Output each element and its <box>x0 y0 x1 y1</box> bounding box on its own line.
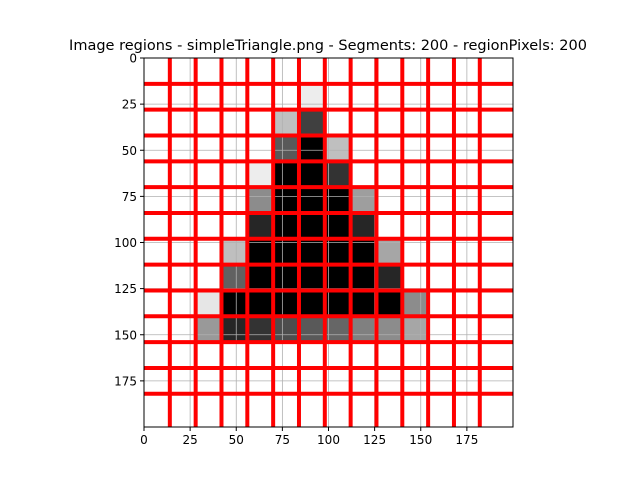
pixel-cell <box>247 187 274 213</box>
pixel-cell <box>376 264 403 291</box>
pixel-cell <box>298 212 325 239</box>
x-axis-ticks: 0 25 50 75 100 125 150 175 <box>140 427 478 447</box>
region-boundaries <box>144 58 513 427</box>
pixel-cell <box>247 264 274 291</box>
pixel-cell <box>324 212 351 239</box>
pixel-cell <box>350 212 377 239</box>
pixel-cell <box>247 316 274 343</box>
pixel-cell <box>324 135 351 162</box>
pixel-cell <box>350 316 377 343</box>
pixel-cell <box>298 316 325 343</box>
pixel-cell <box>298 109 325 136</box>
pixel-cell <box>273 290 299 317</box>
pixel-cell <box>247 238 274 265</box>
pixel-cell <box>298 83 325 110</box>
pixel-cell <box>376 316 403 343</box>
pixel-cell <box>273 187 299 213</box>
y-tick-label: 25 <box>122 98 137 112</box>
y-axis-ticks: 0 25 50 75 100 125 150 175 <box>114 52 144 388</box>
pixel-cell <box>376 290 403 317</box>
pixel-cell <box>221 290 248 317</box>
pixel-cell <box>298 290 325 317</box>
pixel-cell <box>195 316 222 343</box>
y-tick-label: 0 <box>129 52 137 66</box>
pixel-cell <box>273 264 299 291</box>
pixel-cell <box>273 316 299 343</box>
pixel-cell <box>376 238 403 265</box>
pixel-cell <box>298 187 325 213</box>
y-tick-label: 150 <box>114 328 137 342</box>
x-tick-label: 25 <box>182 433 197 447</box>
x-tick-label: 125 <box>363 433 386 447</box>
pixel-cell <box>350 264 377 291</box>
pixel-cell <box>350 187 377 213</box>
x-tick-label: 50 <box>229 433 244 447</box>
pixel-cell <box>298 264 325 291</box>
pixel-cell <box>324 187 351 213</box>
pixel-cell <box>247 161 274 188</box>
chart-title: Image regions - simpleTriangle.png - Seg… <box>69 38 587 54</box>
pixel-cell <box>350 290 377 317</box>
pixel-cell <box>298 135 325 162</box>
pixel-cell <box>324 290 351 317</box>
pixel-cells <box>195 83 429 343</box>
plot-area <box>143 57 514 428</box>
pixel-cell <box>324 238 351 265</box>
pixel-cell <box>273 135 299 162</box>
x-tick-label: 150 <box>409 433 432 447</box>
y-tick-label: 100 <box>114 236 137 250</box>
y-tick-label: 125 <box>114 282 137 296</box>
y-tick-label: 50 <box>122 144 137 158</box>
pixel-cell <box>221 316 248 343</box>
pixel-cell <box>324 264 351 291</box>
y-tick-label: 75 <box>122 190 137 204</box>
x-tick-label: 175 <box>455 433 478 447</box>
x-tick-label: 0 <box>140 433 148 447</box>
pixel-cell <box>402 290 429 317</box>
pixel-cell <box>402 316 429 343</box>
pixel-cell <box>273 161 299 188</box>
pixel-cell <box>298 238 325 265</box>
pixel-cell <box>298 161 325 188</box>
pixel-cell <box>273 109 299 136</box>
pixel-cell <box>247 290 274 317</box>
pixel-cell <box>221 264 248 291</box>
y-tick-label: 175 <box>114 374 137 388</box>
pixel-cell <box>324 316 351 343</box>
pixel-cell <box>221 238 248 265</box>
pixel-cell <box>273 212 299 239</box>
pixel-cell <box>350 238 377 265</box>
pixel-cell <box>324 161 351 188</box>
x-tick-label: 100 <box>317 433 340 447</box>
pixel-cell <box>195 290 222 317</box>
pixel-cell <box>247 212 274 239</box>
x-tick-label: 75 <box>275 433 290 447</box>
pixel-cell <box>273 238 299 265</box>
